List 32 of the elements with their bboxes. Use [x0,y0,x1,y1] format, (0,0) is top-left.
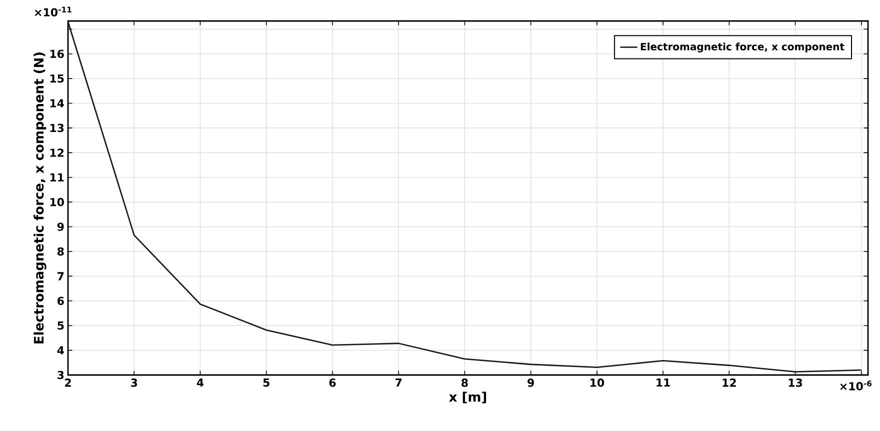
y-tick-label: 12 [50,148,64,157]
x-tick-label: 2 [65,378,71,387]
y-tick-label: 16 [50,50,64,58]
y-tick-label: 7 [58,272,64,280]
y-tick-label: 3 [58,370,64,380]
x-axis-title: x [m] [449,392,486,404]
text: ×10$^{-11}$ [34,6,72,16]
y-tick-label: 8 [57,247,64,256]
x-tick-label: 12 [722,378,736,387]
y-tick-label: 9 [57,222,64,231]
x-tick-label: 3 [131,378,138,387]
x-tick-label: 8 [462,378,468,387]
x-tick-label: 13 [788,378,802,387]
y-tick-label: 14 [50,99,64,108]
y-tick-label: 6 [57,296,64,306]
x-tick-label: 9 [528,378,534,387]
line-series [67,21,862,372]
x-tick-label: 5 [263,378,270,387]
y-tick-label: 13 [50,124,64,132]
x-tick-label: 10 [590,378,604,387]
x-tick-label: 11 [656,378,670,387]
y-tick-label: 5 [58,322,64,330]
legend-label: Electromagnetic force, x component [640,42,844,52]
y-tick-label: 11 [50,173,64,182]
x-tick-label: 7 [395,378,402,387]
x-tick-label: 6 [329,378,336,387]
x-tick-label: 4 [196,378,204,387]
y-tick-label: 10 [50,198,64,206]
y-axis-title: Electromagnetic force, x component (N) [34,52,46,344]
text: ×10$^{-6}$ [840,380,872,390]
y-tick-label: 4 [57,346,64,354]
y-tick-label: 15 [50,74,64,83]
